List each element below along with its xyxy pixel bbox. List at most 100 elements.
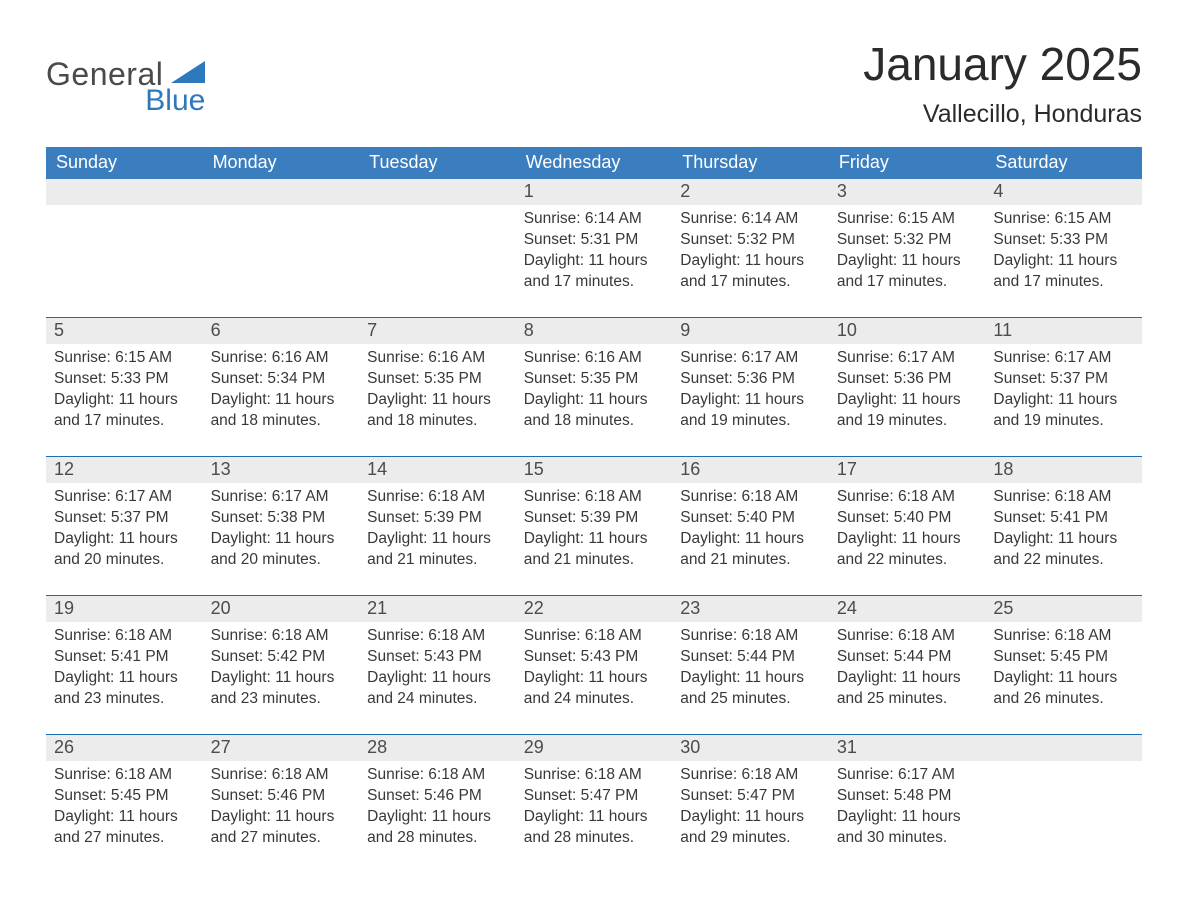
day-details: Sunrise: 6:17 AMSunset: 5:36 PMDaylight:… <box>672 344 829 440</box>
sunrise-text: Sunrise: 6:18 AM <box>54 626 197 647</box>
sunrise-text: Sunrise: 6:18 AM <box>367 765 510 786</box>
daylight-text: Daylight: 11 hours and 17 minutes. <box>680 251 823 293</box>
dow-wednesday: Wednesday <box>516 147 673 179</box>
day-number: 6 <box>203 318 360 344</box>
sunset-text: Sunset: 5:31 PM <box>524 230 667 251</box>
day-number <box>359 179 516 205</box>
day-details: Sunrise: 6:15 AMSunset: 5:33 PMDaylight:… <box>985 205 1142 301</box>
calendar-week: 19202122232425Sunrise: 6:18 AMSunset: 5:… <box>46 595 1142 718</box>
dow-monday: Monday <box>203 147 360 179</box>
day-number: 22 <box>516 596 673 622</box>
sunrise-text: Sunrise: 6:15 AM <box>54 348 197 369</box>
day-details: Sunrise: 6:18 AMSunset: 5:43 PMDaylight:… <box>359 622 516 718</box>
sunrise-text: Sunrise: 6:16 AM <box>367 348 510 369</box>
dow-saturday: Saturday <box>985 147 1142 179</box>
sunset-text: Sunset: 5:37 PM <box>993 369 1136 390</box>
sunrise-text: Sunrise: 6:18 AM <box>54 765 197 786</box>
sunrise-text: Sunrise: 6:17 AM <box>993 348 1136 369</box>
daylight-text: Daylight: 11 hours and 23 minutes. <box>54 668 197 710</box>
day-details: Sunrise: 6:16 AMSunset: 5:34 PMDaylight:… <box>203 344 360 440</box>
day-number: 1 <box>516 179 673 205</box>
day-number: 4 <box>985 179 1142 205</box>
day-number: 9 <box>672 318 829 344</box>
sunrise-text: Sunrise: 6:18 AM <box>367 487 510 508</box>
daylight-text: Daylight: 11 hours and 24 minutes. <box>524 668 667 710</box>
sunrise-text: Sunrise: 6:17 AM <box>837 348 980 369</box>
calendar-week: 567891011Sunrise: 6:15 AMSunset: 5:33 PM… <box>46 317 1142 440</box>
brand-text-2: Blue <box>145 86 205 116</box>
sunrise-text: Sunrise: 6:18 AM <box>837 626 980 647</box>
sunset-text: Sunset: 5:46 PM <box>211 786 354 807</box>
sunset-text: Sunset: 5:48 PM <box>837 786 980 807</box>
day-number: 15 <box>516 457 673 483</box>
sunrise-text: Sunrise: 6:18 AM <box>837 487 980 508</box>
details-row: Sunrise: 6:18 AMSunset: 5:41 PMDaylight:… <box>46 622 1142 718</box>
daylight-text: Daylight: 11 hours and 18 minutes. <box>524 390 667 432</box>
daylight-text: Daylight: 11 hours and 19 minutes. <box>993 390 1136 432</box>
day-details: Sunrise: 6:18 AMSunset: 5:39 PMDaylight:… <box>359 483 516 579</box>
daylight-text: Daylight: 11 hours and 21 minutes. <box>680 529 823 571</box>
dow-sunday: Sunday <box>46 147 203 179</box>
dow-thursday: Thursday <box>672 147 829 179</box>
day-details <box>985 761 1142 857</box>
day-details: Sunrise: 6:16 AMSunset: 5:35 PMDaylight:… <box>359 344 516 440</box>
day-details: Sunrise: 6:16 AMSunset: 5:35 PMDaylight:… <box>516 344 673 440</box>
sunrise-text: Sunrise: 6:17 AM <box>837 765 980 786</box>
day-number: 5 <box>46 318 203 344</box>
sunrise-text: Sunrise: 6:14 AM <box>524 209 667 230</box>
day-number: 20 <box>203 596 360 622</box>
sunset-text: Sunset: 5:47 PM <box>524 786 667 807</box>
day-number: 18 <box>985 457 1142 483</box>
day-number: 13 <box>203 457 360 483</box>
sunrise-text: Sunrise: 6:18 AM <box>524 765 667 786</box>
page-header: General Blue January 2025 Vallecillo, Ho… <box>46 40 1142 129</box>
sunrise-text: Sunrise: 6:16 AM <box>211 348 354 369</box>
day-details: Sunrise: 6:18 AMSunset: 5:47 PMDaylight:… <box>672 761 829 857</box>
daylight-text: Daylight: 11 hours and 24 minutes. <box>367 668 510 710</box>
sunset-text: Sunset: 5:41 PM <box>54 647 197 668</box>
day-details: Sunrise: 6:18 AMSunset: 5:41 PMDaylight:… <box>985 483 1142 579</box>
daylight-text: Daylight: 11 hours and 28 minutes. <box>524 807 667 849</box>
sunset-text: Sunset: 5:36 PM <box>837 369 980 390</box>
daylight-text: Daylight: 11 hours and 20 minutes. <box>211 529 354 571</box>
daylight-text: Daylight: 11 hours and 17 minutes. <box>837 251 980 293</box>
sunset-text: Sunset: 5:35 PM <box>524 369 667 390</box>
day-number: 12 <box>46 457 203 483</box>
day-details: Sunrise: 6:18 AMSunset: 5:46 PMDaylight:… <box>359 761 516 857</box>
calendar: Sunday Monday Tuesday Wednesday Thursday… <box>46 147 1142 857</box>
daylight-text: Daylight: 11 hours and 25 minutes. <box>837 668 980 710</box>
daylight-text: Daylight: 11 hours and 25 minutes. <box>680 668 823 710</box>
daylight-text: Daylight: 11 hours and 18 minutes. <box>367 390 510 432</box>
dow-tuesday: Tuesday <box>359 147 516 179</box>
day-number: 7 <box>359 318 516 344</box>
sunset-text: Sunset: 5:41 PM <box>993 508 1136 529</box>
sunset-text: Sunset: 5:45 PM <box>993 647 1136 668</box>
day-number: 28 <box>359 735 516 761</box>
day-number: 30 <box>672 735 829 761</box>
page-title: January 2025 <box>863 40 1142 88</box>
day-details: Sunrise: 6:17 AMSunset: 5:37 PMDaylight:… <box>985 344 1142 440</box>
sunrise-text: Sunrise: 6:14 AM <box>680 209 823 230</box>
sunrise-text: Sunrise: 6:15 AM <box>993 209 1136 230</box>
daylight-text: Daylight: 11 hours and 17 minutes. <box>524 251 667 293</box>
day-details: Sunrise: 6:18 AMSunset: 5:43 PMDaylight:… <box>516 622 673 718</box>
page-subtitle: Vallecillo, Honduras <box>863 100 1142 129</box>
sunrise-text: Sunrise: 6:16 AM <box>524 348 667 369</box>
day-number: 11 <box>985 318 1142 344</box>
sunrise-text: Sunrise: 6:18 AM <box>993 626 1136 647</box>
day-details: Sunrise: 6:18 AMSunset: 5:44 PMDaylight:… <box>829 622 986 718</box>
day-details: Sunrise: 6:18 AMSunset: 5:46 PMDaylight:… <box>203 761 360 857</box>
daynum-row: 12131415161718 <box>46 457 1142 483</box>
sunrise-text: Sunrise: 6:18 AM <box>211 765 354 786</box>
daylight-text: Daylight: 11 hours and 19 minutes. <box>837 390 980 432</box>
day-number: 17 <box>829 457 986 483</box>
details-row: Sunrise: 6:14 AMSunset: 5:31 PMDaylight:… <box>46 205 1142 301</box>
day-number: 14 <box>359 457 516 483</box>
sunrise-text: Sunrise: 6:18 AM <box>211 626 354 647</box>
day-details: Sunrise: 6:18 AMSunset: 5:45 PMDaylight:… <box>46 761 203 857</box>
day-number: 31 <box>829 735 986 761</box>
sunset-text: Sunset: 5:40 PM <box>837 508 980 529</box>
daynum-row: 567891011 <box>46 318 1142 344</box>
sunrise-text: Sunrise: 6:18 AM <box>524 626 667 647</box>
daylight-text: Daylight: 11 hours and 22 minutes. <box>993 529 1136 571</box>
